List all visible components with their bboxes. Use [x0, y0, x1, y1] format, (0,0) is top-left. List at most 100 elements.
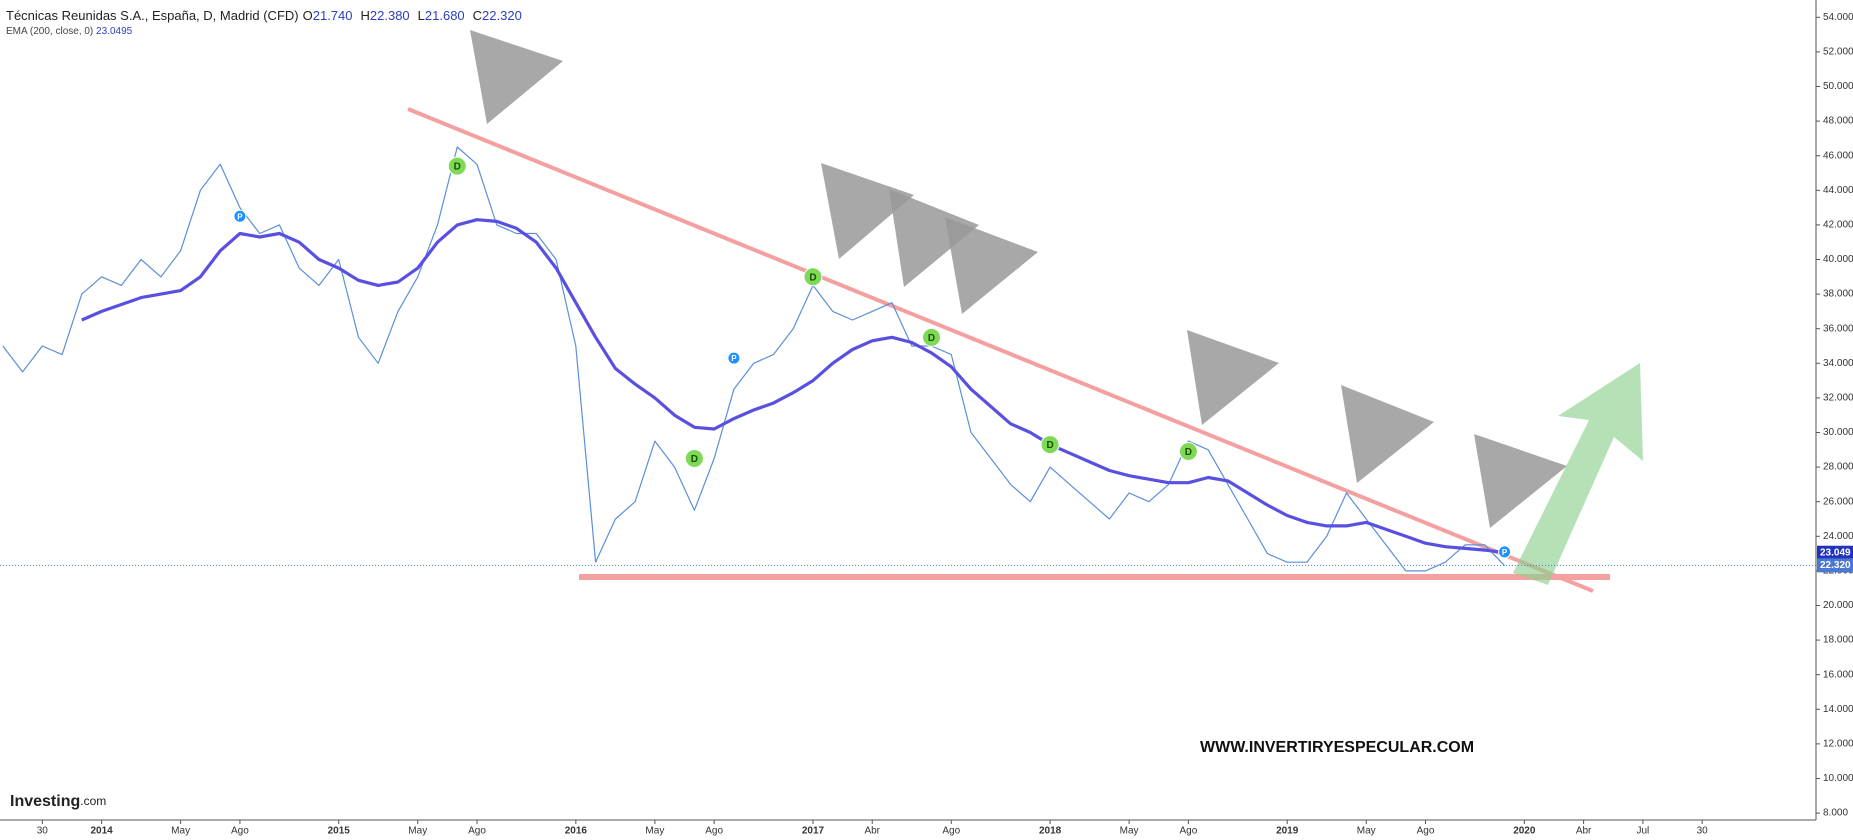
y-tick-label: 46.000 [1823, 150, 1853, 161]
ema-line [81, 218, 1505, 555]
x-tick-label: 2020 [1513, 826, 1536, 837]
x-tick-label: Ago [1417, 826, 1435, 837]
triangle [1341, 385, 1434, 483]
x-tick-label: 2018 [1039, 826, 1062, 837]
drawings [407, 30, 1643, 593]
event-marker-label: D [1046, 440, 1053, 451]
event-marker [447, 156, 467, 176]
x-tick-label: Jul [1636, 826, 1649, 837]
event-marker [233, 209, 247, 223]
x-tick-label: 2016 [565, 826, 588, 837]
ohlc-name: H [360, 8, 370, 23]
y-tick-label: 32.000 [1823, 393, 1853, 404]
event-marker [1178, 442, 1198, 462]
ohlc-item: H22.380 [361, 8, 414, 23]
event-marker-label: D [928, 333, 935, 344]
event-marker [803, 267, 823, 287]
indicator-name: EMA (200, close, 0) [6, 26, 94, 37]
y-tick-label: 12.000 [1823, 739, 1853, 750]
event-marker [1040, 435, 1060, 455]
y-tick-label: 24.000 [1823, 531, 1853, 542]
x-tick-label: Ago [942, 826, 960, 837]
y-tick-label: 14.000 [1823, 704, 1853, 715]
logo-suffix: .com [80, 794, 106, 808]
triangle [945, 217, 1038, 314]
event-marker-label: P [731, 354, 737, 363]
logo: Investing.com [10, 793, 106, 810]
up-arrow [1513, 363, 1643, 585]
price-label: 23.049 [1820, 547, 1851, 558]
event-marker [1498, 545, 1512, 559]
ohlc-value: 22.380 [369, 8, 410, 23]
x-tick-label: 30 [1697, 826, 1709, 837]
triangle [821, 163, 914, 259]
event-marker-label: P [1502, 548, 1508, 557]
event-marker-label: D [691, 454, 698, 465]
x-tick-label: Abr [1576, 826, 1592, 837]
indicator-value: 23.0495 [96, 26, 133, 37]
y-tick-label: 38.000 [1823, 289, 1853, 300]
x-tick-label: Ago [231, 826, 249, 837]
y-tick-label: 20.000 [1823, 600, 1853, 611]
x-tick-label: Ago [705, 826, 723, 837]
triangle [1474, 434, 1567, 528]
price-label: 22.320 [1820, 560, 1851, 571]
x-tick-label: May [1120, 826, 1139, 837]
event-marker-label: D [1185, 447, 1192, 458]
y-tick-label: 18.000 [1823, 635, 1853, 646]
y-tick-label: 16.000 [1823, 669, 1853, 680]
x-tick-label: May [171, 826, 190, 837]
price-label-box [1817, 545, 1853, 560]
y-tick-label: 54.000 [1823, 12, 1853, 23]
y-tick-label: 10.000 [1823, 773, 1853, 784]
header: Técnicas Reunidas S.A., España, D, Madri… [6, 8, 534, 23]
y-tick-label: 40.000 [1823, 254, 1853, 265]
y-tick-label: 8.000 [1823, 808, 1848, 819]
triangle [1187, 330, 1279, 425]
event-marker [922, 327, 942, 347]
resistance-trendline [407, 107, 1594, 593]
symbol-title: Técnicas Reunidas S.A., España, D, Madri… [6, 8, 299, 23]
ohlc: O21.740 H22.380 L21.680 C22.320 [303, 8, 530, 23]
event-marker [727, 351, 741, 365]
ohlc-name: O [302, 8, 313, 23]
x-tick-label: 30 [37, 826, 49, 837]
event-marker-label: P [237, 212, 243, 221]
y-tick-label: 28.000 [1823, 462, 1853, 473]
price-label-box [1817, 558, 1853, 573]
indicator-legend: EMA (200, close, 0) 23.0495 [6, 26, 132, 37]
x-tick-label: May [408, 826, 427, 837]
ohlc-value: 21.740 [312, 8, 353, 23]
logo-text: Investing [10, 793, 80, 810]
x-tick-label: 2019 [1276, 826, 1299, 837]
x-tick-label: May [645, 826, 664, 837]
x-tick-label: Ago [1180, 826, 1198, 837]
event-marker-label: D [809, 272, 816, 283]
ohlc-item: L21.680 [418, 8, 469, 23]
y-tick-label: 50.000 [1823, 81, 1853, 92]
y-tick-label: 26.000 [1823, 496, 1853, 507]
ohlc-value: 22.320 [482, 8, 522, 23]
y-tick-label: 48.000 [1823, 116, 1853, 127]
event-marker [684, 448, 704, 468]
y-tick-label: 36.000 [1823, 323, 1853, 334]
ohlc-name: L [417, 8, 425, 23]
x-tick-label: 2015 [328, 826, 351, 837]
y-tick-label: 52.000 [1823, 47, 1853, 58]
ohlc-item: C22.320 [473, 8, 526, 23]
x-tick-label: May [1357, 826, 1376, 837]
ohlc-name: C [472, 8, 483, 23]
ohlc-value: 21.680 [424, 8, 465, 23]
y-tick-label: 42.000 [1823, 220, 1853, 231]
triangle [889, 189, 979, 287]
y-tick-label: 34.000 [1823, 358, 1853, 369]
watermark: WWW.INVERTIRYESPECULAR.COM [1200, 739, 1474, 756]
ohlc-item: O21.740 [303, 8, 357, 23]
x-tick-label: 2017 [802, 826, 825, 837]
y-tick-label: 44.000 [1823, 185, 1853, 196]
triangle [470, 30, 563, 124]
x-tick-label: Abr [864, 826, 880, 837]
x-tick-label: Ago [468, 826, 486, 837]
